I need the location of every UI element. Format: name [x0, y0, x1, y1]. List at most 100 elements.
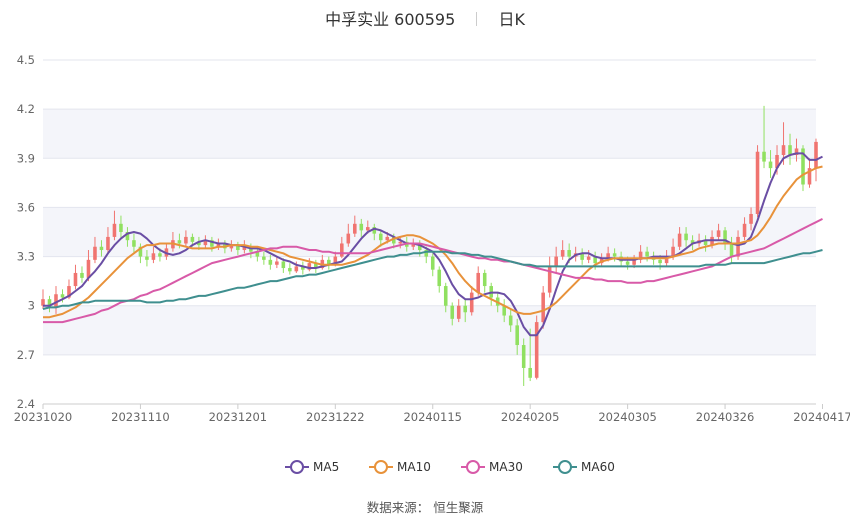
y-tick-label: 3.9 [17, 151, 35, 165]
y-axis: 2.4 2.7 3 3.3 3.6 3.9 4.2 4.5 [17, 53, 35, 411]
candle-body [391, 236, 396, 244]
y-tick-label: 3.6 [17, 200, 35, 214]
y-tick-label: 3.3 [17, 250, 35, 264]
candle-body [723, 230, 727, 244]
candle-body [411, 243, 416, 247]
candle-body [177, 240, 182, 244]
candle [340, 236, 344, 259]
candle-body [255, 251, 260, 257]
candle-body [645, 251, 649, 257]
candle-body [762, 151, 766, 162]
candle [106, 227, 110, 254]
candle-body [145, 256, 149, 260]
candle-body [262, 256, 266, 260]
candle-body [515, 325, 519, 346]
candle-body [801, 148, 805, 185]
candle [359, 218, 364, 237]
candle-body [586, 256, 591, 260]
candle-body [138, 246, 143, 257]
candle [301, 261, 305, 275]
candle-body [664, 256, 669, 264]
candle [794, 138, 799, 162]
x-tick-label: 20240305 [598, 410, 657, 424]
legend: MA5 MA10 MA30 MA60 [285, 460, 615, 474]
candle [677, 227, 682, 251]
candle [145, 250, 149, 267]
candle [372, 223, 377, 241]
data-source: 数据来源： 恒生聚源 [0, 497, 850, 516]
x-tick-label: 20240326 [696, 410, 755, 424]
candle-body [632, 259, 636, 265]
candle [151, 246, 156, 264]
candle-body [210, 240, 214, 247]
stock-name: 中孚实业 [325, 10, 390, 29]
candle-body [658, 259, 662, 264]
candle-body [814, 141, 818, 169]
candle [742, 217, 747, 241]
candle-body [742, 223, 747, 237]
candle [534, 315, 539, 380]
candle [755, 145, 760, 218]
candle-body [541, 292, 545, 323]
candle-body [385, 236, 390, 241]
candle-body [775, 155, 779, 169]
candle [398, 236, 403, 249]
candle [749, 207, 753, 231]
candle-body [671, 246, 675, 257]
candle-body [80, 272, 84, 278]
candle [437, 266, 442, 293]
x-axis: 20231020 20231110 20231201 20231222 20240115… [14, 403, 850, 424]
candle-body [67, 286, 71, 298]
candle-body [216, 243, 221, 247]
plot-band [43, 305, 816, 355]
candle-body [612, 253, 617, 257]
candle [528, 328, 532, 382]
candle [456, 299, 461, 323]
candle [353, 215, 357, 237]
candle-body [158, 253, 162, 257]
candle-body [482, 272, 487, 287]
candle [508, 308, 513, 332]
source-name: 恒生聚源 [433, 500, 484, 515]
ma-line-ma10 [43, 165, 823, 319]
candle-body [333, 256, 338, 265]
candle [554, 246, 558, 273]
candle [443, 282, 448, 313]
candle [801, 145, 805, 192]
candle-body [437, 269, 442, 287]
x-tick-label: 20240115 [403, 410, 462, 424]
candle-body [60, 294, 65, 298]
candle-body [314, 263, 318, 269]
candle-body [184, 236, 188, 244]
candle-body [424, 250, 429, 257]
period-label: 日K [498, 10, 525, 29]
candle [268, 254, 273, 270]
candle [236, 241, 240, 255]
candle [327, 256, 331, 270]
candle [262, 251, 266, 265]
candle [47, 295, 52, 313]
candle [515, 318, 519, 355]
candle [482, 269, 487, 293]
candle [580, 248, 584, 265]
candle [80, 266, 84, 283]
candle [450, 302, 455, 326]
candle-body [398, 241, 403, 244]
legend-marker [290, 460, 304, 474]
candle-body [268, 259, 273, 265]
x-tick-label: 20240417 [793, 410, 850, 424]
candle-body [547, 266, 552, 293]
candle-body [366, 227, 370, 231]
moving-averages [42, 152, 823, 337]
legend-label: MA10 [397, 460, 431, 474]
candle [489, 282, 493, 306]
x-tick-label: 20240205 [501, 410, 560, 424]
candle [288, 263, 292, 275]
candle-body [749, 213, 753, 224]
legend-item-ma5: MA5 [285, 460, 339, 474]
x-tick-label: 20231222 [306, 410, 365, 424]
legend-marker [466, 460, 480, 474]
candle [612, 248, 617, 262]
candle-body [716, 230, 721, 237]
candle [314, 259, 318, 273]
